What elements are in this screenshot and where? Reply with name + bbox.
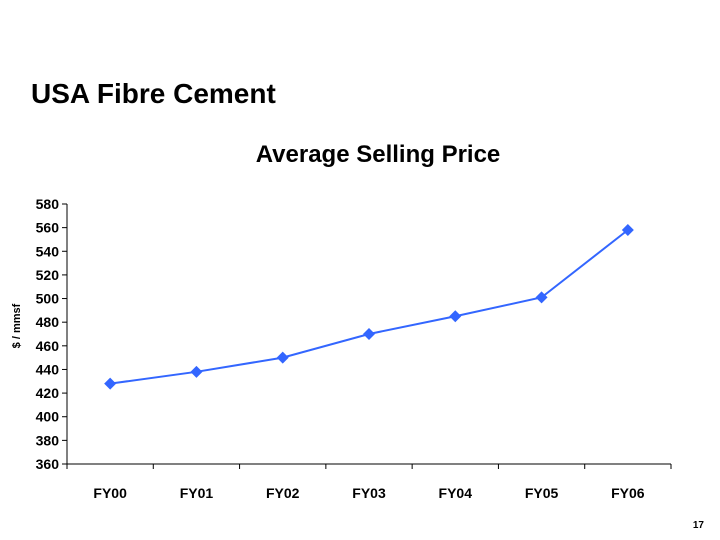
y-tick-label: 540 [36, 243, 60, 259]
y-tick-label: 560 [36, 220, 60, 236]
data-point [276, 351, 289, 364]
x-tick-label: FY03 [352, 485, 386, 501]
page-number: 17 [692, 520, 704, 531]
chart-title: Average Selling Price [256, 141, 501, 168]
data-point [621, 224, 634, 236]
data-point [190, 365, 203, 378]
series-group [104, 224, 634, 390]
slide-title: USA Fibre Cement [31, 78, 276, 109]
data-point [449, 310, 462, 323]
y-tick-label: 380 [36, 432, 60, 448]
y-tick-label: 460 [36, 338, 60, 354]
y-tick-label: 520 [36, 267, 60, 283]
y-tick-label: 580 [36, 196, 60, 212]
y-axis-label: $ / mmsf [11, 303, 23, 348]
data-point [363, 328, 375, 340]
x-tick-label: FY02 [266, 485, 300, 501]
x-tick-label: FY04 [439, 485, 473, 501]
y-tick-label: 440 [36, 361, 60, 377]
x-tick-label: FY00 [93, 485, 127, 501]
data-point [535, 291, 548, 304]
series-line [110, 229, 629, 385]
data-point [104, 377, 117, 390]
x-axis: FY00 FY01 FY02 FY03 FY04 FY05 FY06 [66, 463, 672, 501]
y-tick-label: 400 [36, 409, 60, 425]
y-tick-label: 500 [36, 291, 60, 307]
x-tick-label: FY05 [525, 485, 559, 501]
x-tick-label: FY06 [611, 485, 645, 501]
y-tick-label: 360 [36, 456, 60, 472]
x-tick-label: FY01 [180, 485, 214, 501]
y-tick-label: 420 [36, 385, 60, 401]
y-axis: 360 380 400 420 440 460 480 500 520 540 560 580 [36, 196, 68, 472]
y-tick-label: 480 [36, 314, 60, 330]
